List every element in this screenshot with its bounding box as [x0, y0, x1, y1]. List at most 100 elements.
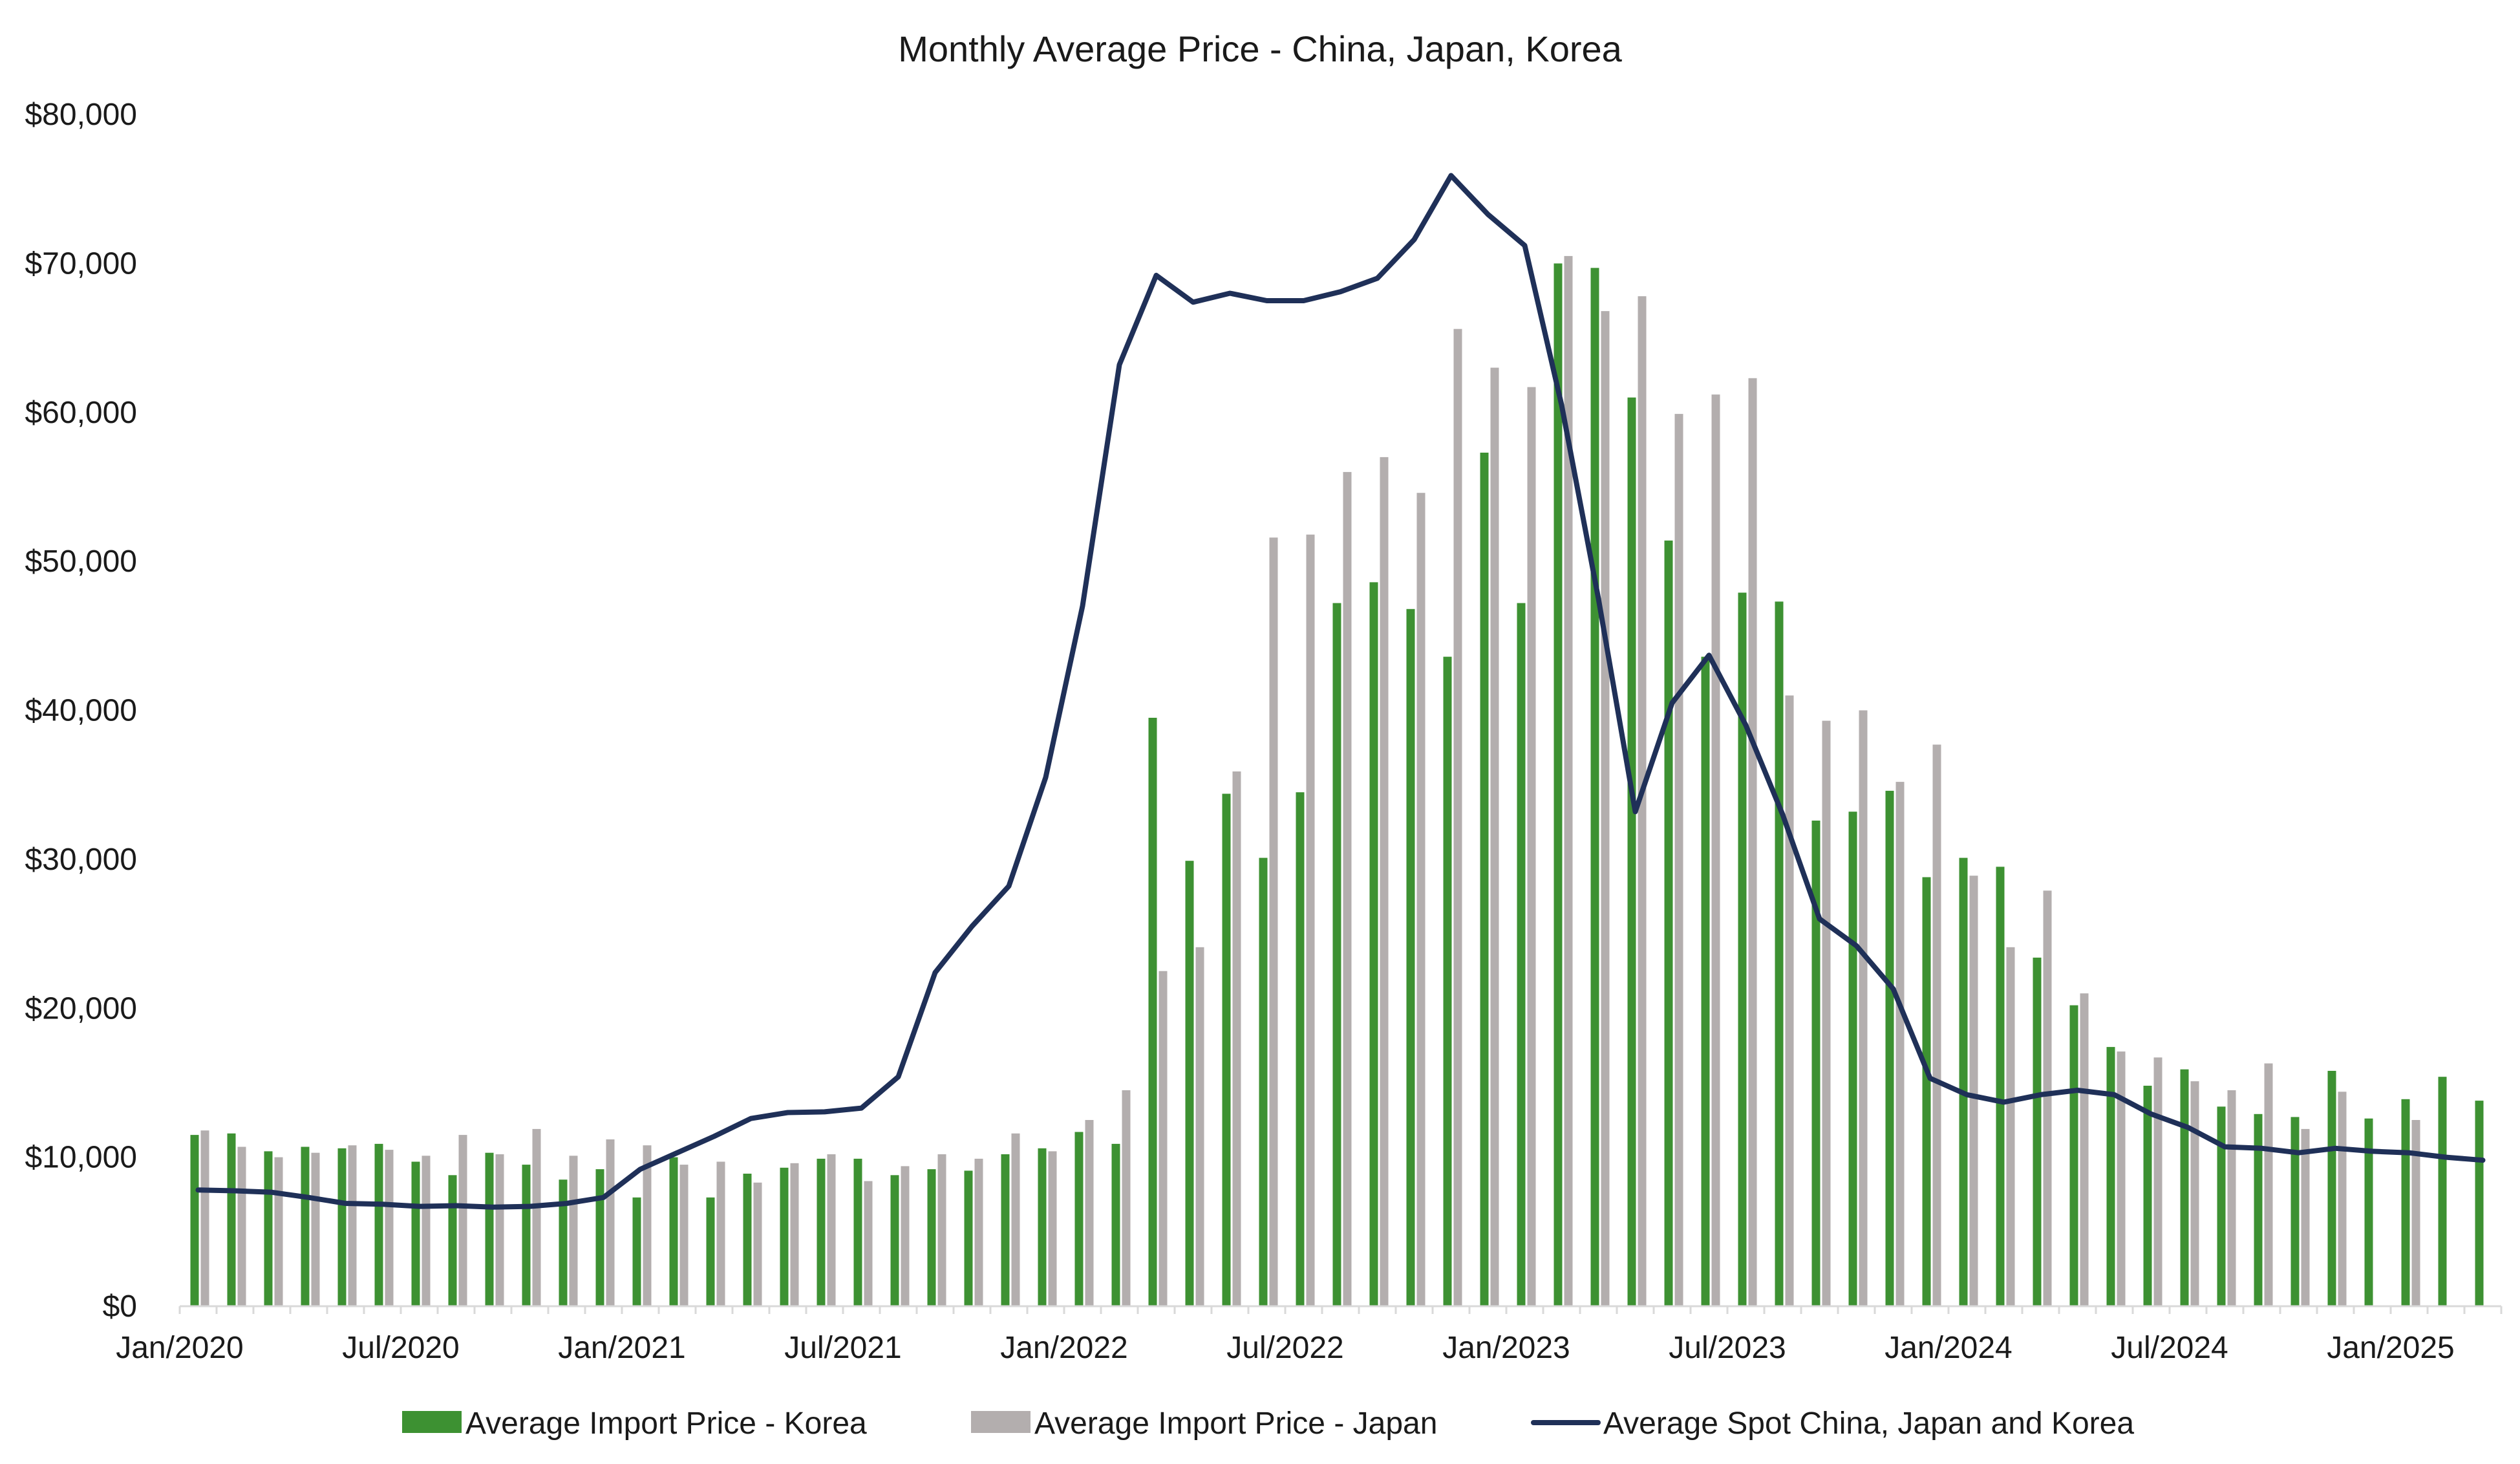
line-spot-price	[195, 173, 2486, 1210]
bar-korea	[927, 1169, 936, 1306]
legend-spot-label: Average Spot China, Japan and Korea	[1603, 1406, 2134, 1441]
x-tick-label: Jul/2023	[1669, 1331, 1786, 1365]
bar-japan	[2411, 1120, 2420, 1306]
bar-japan	[1969, 876, 1978, 1306]
bar-japan	[2338, 1092, 2347, 1306]
bar-korea	[1885, 790, 1894, 1306]
bar-korea	[1996, 867, 2005, 1306]
bar-korea	[1627, 397, 1636, 1307]
legend-korea-label: Average Import Price - Korea	[465, 1406, 867, 1441]
bar-japan	[901, 1166, 910, 1306]
bar-korea	[1811, 821, 1821, 1306]
chart-title: Monthly Average Price - China, Japan, Ko…	[898, 28, 1622, 69]
bar-japan	[1195, 947, 1204, 1306]
x-tick-label: Jul/2021	[784, 1331, 901, 1365]
bar-korea	[2401, 1099, 2410, 1306]
bar-japan	[200, 1130, 209, 1306]
y-tick-label: $0	[103, 1289, 137, 1324]
bar-korea	[2290, 1117, 2300, 1306]
bar-korea	[890, 1175, 899, 1306]
bar-korea	[485, 1152, 494, 1306]
bar-korea	[1369, 582, 1378, 1306]
bar-korea	[1038, 1148, 1047, 1306]
bar-japan	[1674, 414, 1683, 1306]
bar-japan	[1048, 1151, 1057, 1306]
bar-korea	[264, 1151, 273, 1306]
bar-korea	[632, 1197, 641, 1306]
bar-japan	[1932, 744, 1941, 1306]
bar-japan	[643, 1145, 652, 1306]
y-tick-label: $20,000	[25, 991, 137, 1026]
bar-korea	[743, 1174, 752, 1306]
x-tick-label: Jul/2022	[1226, 1331, 1343, 1365]
bar-japan	[2006, 947, 2015, 1306]
bar-korea	[1296, 792, 1305, 1306]
bar-series-group	[190, 255, 2484, 1307]
bar-japan	[790, 1163, 799, 1306]
bar-korea	[1185, 861, 1194, 1306]
y-tick-label: $80,000	[25, 98, 137, 132]
bar-japan	[458, 1135, 467, 1306]
bar-korea	[595, 1169, 604, 1306]
bar-japan	[237, 1146, 246, 1306]
bar-korea	[2364, 1118, 2373, 1306]
x-tick-label: Jan/2022	[1000, 1331, 1128, 1365]
bar-korea	[1074, 1132, 1084, 1306]
y-axis: $0 $10,000 $20,000 $30,000 $40,000 $50,000 $60…	[25, 98, 137, 1324]
bar-japan	[1822, 720, 1831, 1306]
bar-japan	[1711, 394, 1720, 1306]
bar-korea	[190, 1135, 199, 1306]
x-axis: Jan/2020 Jul/2020 Jan/2021 Jul/2021 Jan/2022…	[116, 1306, 2503, 1365]
y-tick-label: $60,000	[25, 396, 137, 430]
x-tick-label: Jul/2024	[2111, 1331, 2228, 1365]
y-tick-label: $10,000	[25, 1141, 137, 1175]
bar-korea	[1222, 793, 1231, 1306]
bar-japan	[1380, 457, 1389, 1306]
bar-japan	[1122, 1090, 1131, 1306]
bar-korea	[1922, 877, 1931, 1306]
bar-japan	[1306, 534, 1315, 1307]
bar-korea	[669, 1157, 678, 1306]
legend-korea-swatch	[402, 1411, 462, 1433]
bar-japan	[1748, 378, 1757, 1306]
bar-korea	[2254, 1114, 2263, 1306]
bar-korea	[301, 1146, 310, 1306]
bar-japan	[1527, 387, 1536, 1306]
bar-japan	[532, 1128, 541, 1306]
bar-japan	[937, 1154, 946, 1306]
bar-japan	[2264, 1063, 2273, 1306]
bar-korea	[2438, 1077, 2447, 1306]
bar-japan	[827, 1154, 836, 1306]
bar-japan	[2190, 1081, 2199, 1306]
bar-korea	[2143, 1086, 2152, 1306]
bar-korea	[448, 1175, 457, 1306]
bar-japan	[1859, 710, 1868, 1306]
bar-japan	[1159, 971, 1168, 1306]
bar-korea	[1443, 656, 1452, 1306]
bar-japan	[1232, 771, 1241, 1306]
x-tick-label: Jan/2025	[2327, 1331, 2455, 1365]
bar-korea	[1775, 601, 1784, 1306]
line-series-group	[195, 173, 2486, 1210]
bar-korea	[227, 1133, 236, 1306]
bar-japan	[1785, 695, 1794, 1306]
bar-korea	[2475, 1101, 2484, 1306]
bar-korea	[1590, 268, 1599, 1306]
bar-korea	[1664, 540, 1673, 1306]
bar-japan	[311, 1152, 320, 1306]
bar-korea	[706, 1197, 715, 1306]
bar-korea	[1001, 1154, 1010, 1306]
bar-japan	[753, 1182, 762, 1306]
bar-korea	[1480, 453, 1489, 1306]
bar-korea	[1517, 603, 1526, 1306]
bar-japan	[1564, 255, 1573, 1306]
bar-korea	[2106, 1047, 2115, 1306]
bar-japan	[974, 1158, 983, 1306]
bar-japan	[1601, 311, 1610, 1307]
bar-korea	[780, 1167, 789, 1306]
bar-korea	[522, 1165, 531, 1306]
bar-japan	[606, 1139, 615, 1306]
bar-japan	[1011, 1133, 1020, 1306]
bar-japan	[864, 1181, 873, 1306]
y-tick-label: $50,000	[25, 544, 137, 579]
